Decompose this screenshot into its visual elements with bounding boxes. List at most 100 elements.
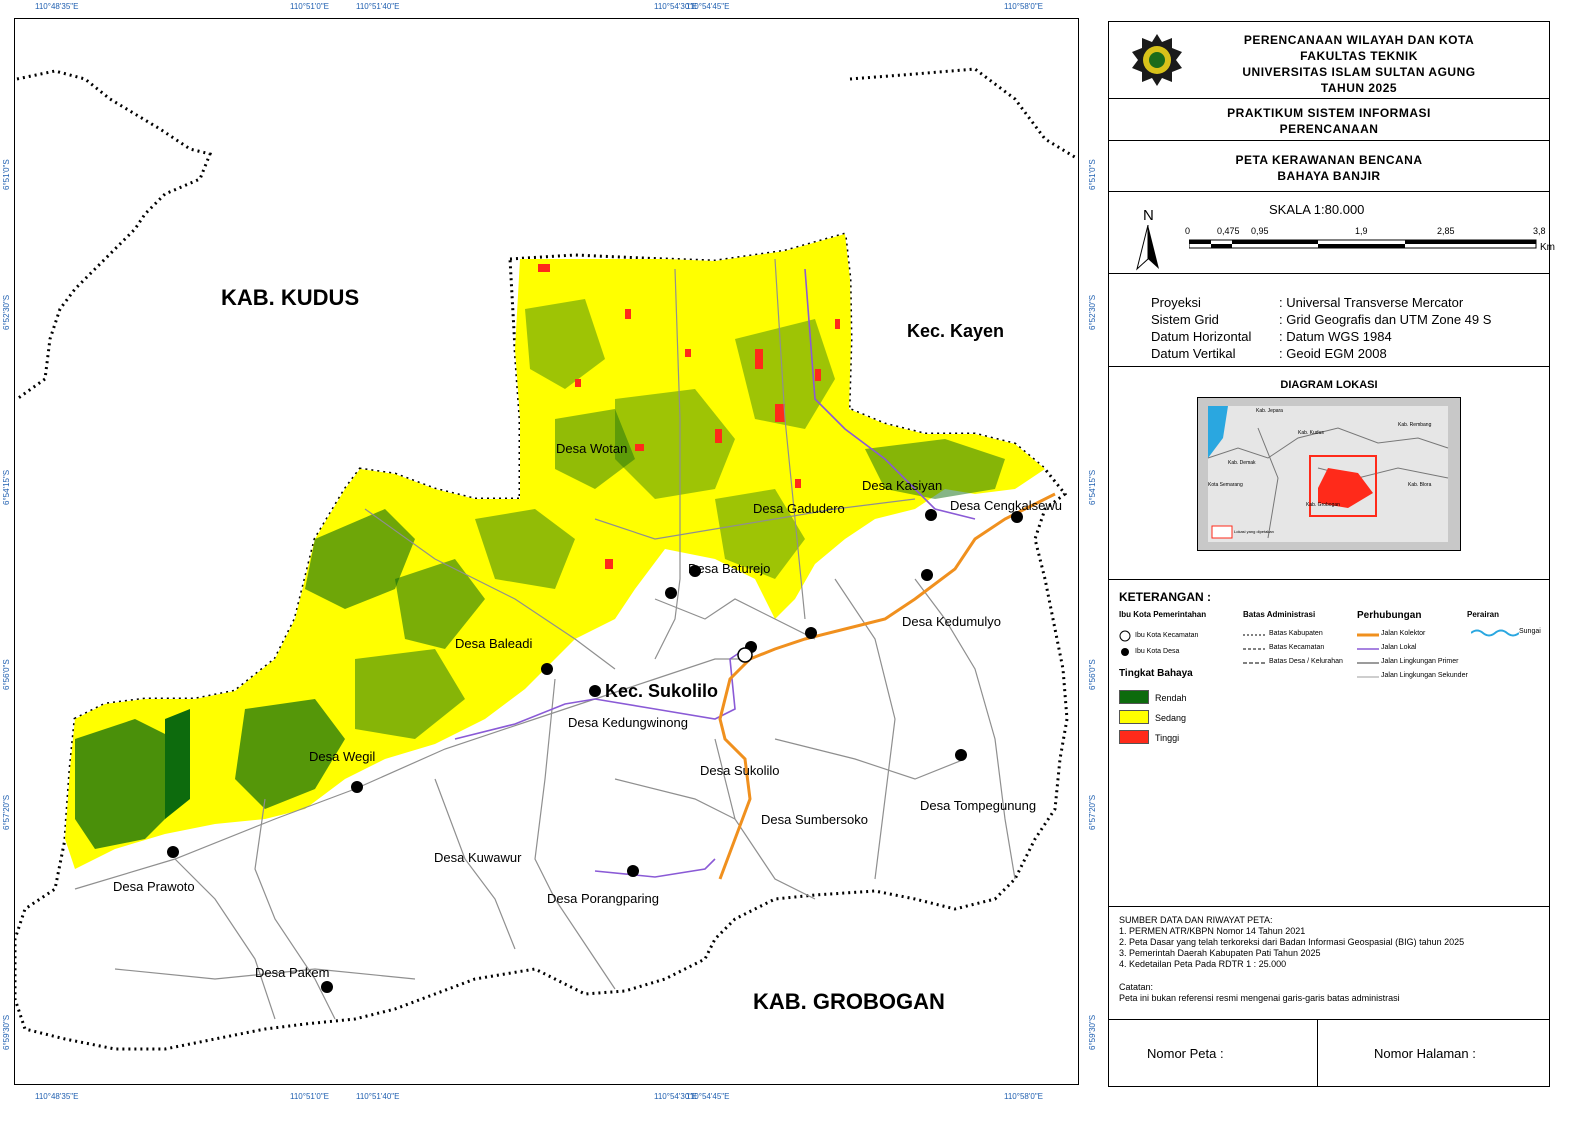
north-label: N xyxy=(1143,207,1154,224)
village-label: Desa Prawoto xyxy=(113,879,195,894)
inset-label: Kab. Jepara xyxy=(1256,408,1283,414)
hazard-rendah-swatch xyxy=(1119,690,1149,704)
map-subtitle: BAHAYA BANJIR xyxy=(1277,169,1381,183)
village-capital-symbol xyxy=(1121,648,1129,656)
scale-bar xyxy=(1189,239,1537,249)
legend-section-title: Batas Administrasi xyxy=(1243,610,1316,619)
source-item: 1. PERMEN ATR/KBPN Nomor 14 Tahun 2021 xyxy=(1119,926,1306,936)
village-label: Desa Kedumulyo xyxy=(902,614,1001,629)
source-item: 3. Pemerintah Daerah Kabupaten Pati Tahu… xyxy=(1119,948,1321,958)
grid-label-left: 6°56'0"S xyxy=(2,659,11,690)
institution-header: PERENCANAAN WILAYAH DAN KOTA FAKULTAS TE… xyxy=(1109,22,1549,99)
regency-boundary xyxy=(16,69,213,401)
grid-label-right: 6°51'0"S xyxy=(1088,159,1097,190)
grid-label-right: 6°59'30"S xyxy=(1088,1014,1097,1050)
scale-tick: 0,475 xyxy=(1217,226,1240,236)
scale-tick: 0,95 xyxy=(1251,226,1269,236)
village-label: Desa Sukolilo xyxy=(700,763,780,778)
hazard-sedang-swatch xyxy=(1119,710,1149,724)
admin-boundary-symbols xyxy=(1243,634,1265,664)
village-label: Desa Porangparing xyxy=(547,891,660,906)
inset-label: Kab. Blora xyxy=(1408,482,1432,488)
location-diagram-box: DIAGRAM LOKASI Kab. Jepara Kab. Kudus Ka… xyxy=(1109,367,1549,580)
course-line: PRAKTIKUM SISTEM INFORMASI xyxy=(1227,106,1431,120)
river-symbol xyxy=(1471,629,1519,637)
projection-key: Datum Vertikal xyxy=(1151,346,1236,361)
legend-box: KETERANGAN : Ibu Kota Pemerintahan Ibu K… xyxy=(1109,580,1549,907)
inset-label: Kota Semarang xyxy=(1208,482,1243,488)
jalan-kolektor xyxy=(718,492,1056,880)
village-label: Desa Wegil xyxy=(309,749,376,764)
inset-label: Kab. Kudus xyxy=(1298,430,1324,436)
scale-tick: 2,85 xyxy=(1437,226,1455,236)
map-info-panel: PERENCANAAN WILAYAH DAN KOTA FAKULTAS TE… xyxy=(1108,21,1555,1087)
course-line: PERENCANAAN xyxy=(1279,122,1379,136)
legend-item: Jalan Lingkungan Sekunder xyxy=(1381,672,1468,679)
north-arrow-icon xyxy=(1136,225,1159,271)
scale-tick: 1,9 xyxy=(1355,226,1368,236)
scale-tick: 3,8 xyxy=(1533,226,1546,236)
projection-value: : Universal Transverse Mercator xyxy=(1279,295,1464,310)
grid-label-left: 6°52'30"S xyxy=(2,294,11,330)
grid-label-right: 6°57'20"S xyxy=(1088,794,1097,830)
projection-box: Proyeksi : Universal Transverse Mercator… xyxy=(1109,274,1549,367)
legend-item: Sedang xyxy=(1155,713,1187,723)
grid-label-right: 6°52'30"S xyxy=(1088,294,1097,330)
course-box: PRAKTIKUM SISTEM INFORMASI PERENCANAAN xyxy=(1109,99,1549,141)
village-label: Desa Pakem xyxy=(255,965,330,980)
note-title: Catatan: xyxy=(1119,982,1154,992)
source-item: 4. Kedetailan Peta Pada RDTR 1 : 25.000 xyxy=(1119,959,1287,969)
scale-label: SKALA 1:80.000 xyxy=(1269,202,1365,217)
local-roads xyxy=(74,258,1016,1020)
grid-label-top: 110°51'40"E xyxy=(356,2,400,11)
legend-section-title: Ibu Kota Pemerintahan xyxy=(1119,610,1207,619)
scale-tick: 0 xyxy=(1185,226,1191,236)
note-text: Peta ini bukan referensi resmi mengenai … xyxy=(1119,993,1400,1003)
university-logo-icon xyxy=(1132,34,1182,86)
inset-label: Kab. Demak xyxy=(1228,460,1256,466)
village-label: Desa Gadudero xyxy=(753,501,845,516)
village-label: Desa Baleadi xyxy=(455,636,533,651)
grid-label-top: 110°48'35"E xyxy=(35,2,79,11)
village-label: Desa Kedungwinong xyxy=(568,715,688,730)
legend-item: Sungai xyxy=(1519,628,1541,635)
projection-value: : Datum WGS 1984 xyxy=(1279,329,1392,344)
village-label: Desa Kuwawur xyxy=(434,850,522,865)
legend-item: Batas Kabupaten xyxy=(1269,630,1323,637)
grid-label-bottom: 110°48'35"E xyxy=(35,1092,79,1101)
village-label: Desa Wotan xyxy=(556,441,628,456)
village-label: Desa Kasiyan xyxy=(862,478,943,493)
legend-section-title: Perairan xyxy=(1467,610,1500,619)
projection-key: Proyeksi xyxy=(1151,295,1201,310)
village-label: Desa Sumbersoko xyxy=(761,812,868,827)
label-kec-kayen: Kec. Kayen xyxy=(907,321,1005,341)
page-number-label: Nomor Halaman : xyxy=(1374,1046,1476,1061)
grid-label-left: 6°59'30"S xyxy=(2,1014,11,1050)
grid-label-top: 110°54'30"E xyxy=(654,2,698,11)
grid-label-right: 6°54'15"S xyxy=(1088,469,1097,505)
projection-value: : Geoid EGM 2008 xyxy=(1279,346,1387,361)
location-diagram-title: DIAGRAM LOKASI xyxy=(1280,379,1378,391)
hazard-rendah-area xyxy=(75,299,1005,849)
kecamatan-capital xyxy=(737,647,753,663)
projection-key: Sistem Grid xyxy=(1151,312,1219,327)
legend-item: Ibu Kota Kecamatan xyxy=(1135,632,1199,639)
map-frame[interactable]: KAB. KUDUS Kec. Kayen KAB. GROBOGAN Kec.… xyxy=(14,18,1079,1085)
scale-box: N SKALA 1:80.000 0 0,475 0,95 1,9 2,85 3… xyxy=(1109,193,1555,274)
projection-key: Datum Horizontal xyxy=(1151,329,1252,344)
legend-item: Batas Desa / Kelurahan xyxy=(1269,658,1343,665)
village-label: Desa Tompegunung xyxy=(920,798,1037,813)
inset-label: Kab. Rembang xyxy=(1398,422,1432,428)
grid-label-top: 110°51'0"E xyxy=(290,2,330,11)
grid-label-bottom: 110°51'0"E xyxy=(290,1092,330,1101)
header-line: FAKULTAS TEKNIK xyxy=(1300,49,1418,63)
footer-box: Nomor Peta : Nomor Halaman : xyxy=(1109,1020,1549,1086)
village-capitals xyxy=(167,509,1023,993)
grid-label-bottom: 110°54'30"E xyxy=(654,1092,698,1101)
legend-item: Ibu Kota Desa xyxy=(1135,648,1180,655)
village-label: Desa Cengkalsewu xyxy=(950,498,1063,513)
sources-title: SUMBER DATA DAN RIWAYAT PETA: xyxy=(1119,915,1273,925)
grid-label-bottom: 110°58'0"E xyxy=(1004,1092,1044,1101)
hazard-tinggi-area xyxy=(538,264,840,569)
map-canvas[interactable] xyxy=(15,19,1078,1084)
